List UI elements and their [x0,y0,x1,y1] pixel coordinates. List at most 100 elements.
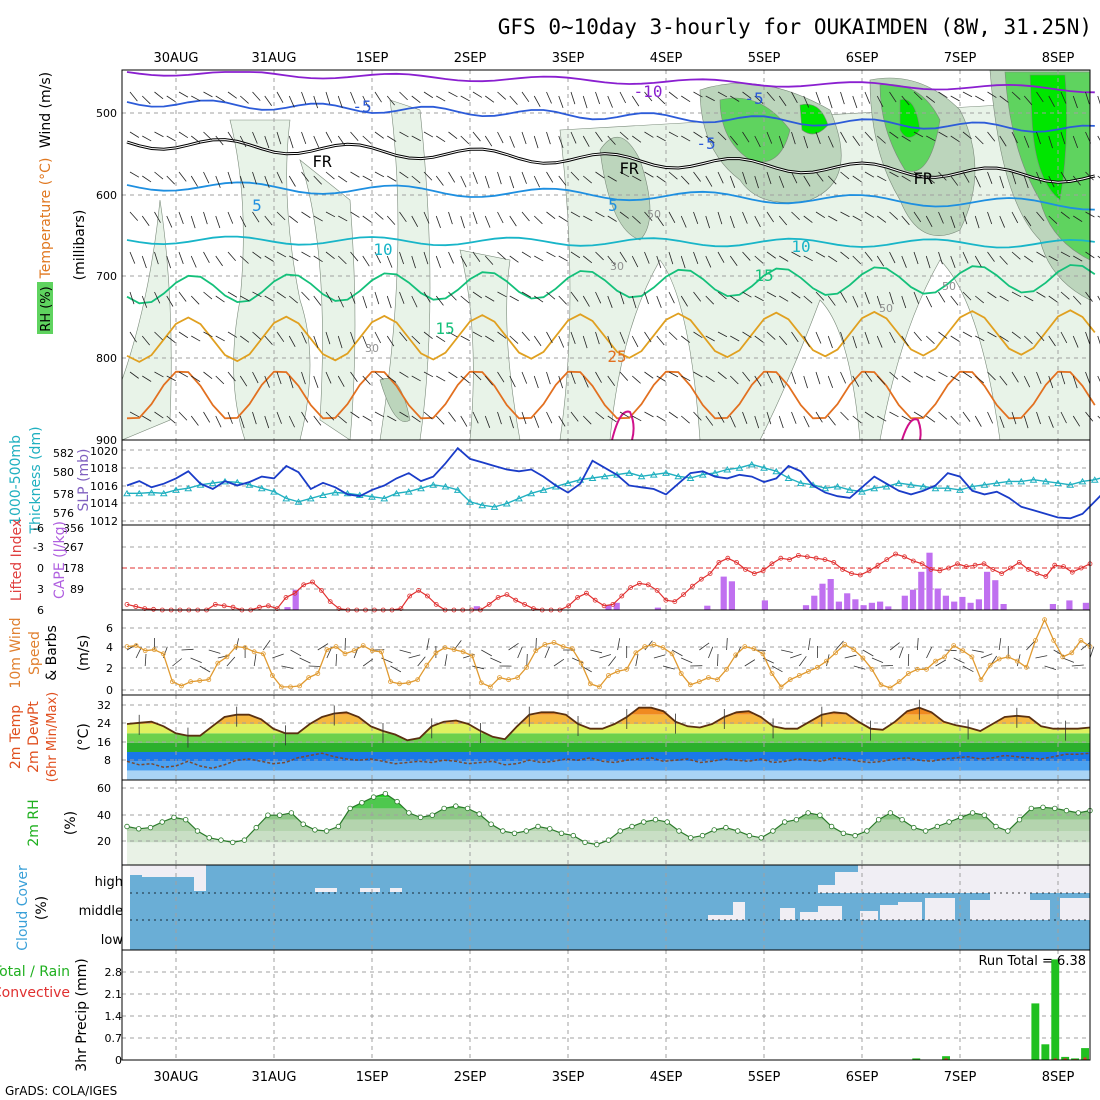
wind-speed-marker [242,645,248,650]
wind-barb [313,295,322,306]
rh-marker [453,803,459,809]
surface-wind-barb [453,640,462,651]
wind-speed-marker [351,648,357,654]
rh-marker [206,835,212,841]
wind-barb [227,291,238,298]
wind-barb [1036,291,1046,298]
wind-speed-marker [669,651,675,657]
wind-barb [166,95,176,103]
wind-barb [460,135,470,145]
wind-barb [840,331,845,345]
wind-barb [938,171,947,181]
wind-speed-marker [1051,638,1057,643]
wind-barb [374,251,381,264]
wind-barb [1048,175,1055,188]
surface-wind-barb [1071,664,1084,667]
wind-barb [276,411,282,424]
wind-barb [901,375,911,383]
wind-speed-marker [1069,650,1075,656]
cape-bar [1066,600,1073,610]
wind-barb [533,95,541,107]
wind-barb [435,175,444,186]
surface-wind-barb [135,647,142,659]
wind-barb [252,211,260,223]
temperature-contour [126,99,1095,133]
wind-barb [350,131,359,141]
rh-marker [359,800,365,806]
wind-barb [680,295,688,307]
wind-barb [950,135,960,143]
wind-barb [289,255,299,262]
thickness-marker [637,472,646,480]
wind-barb [778,335,788,346]
thickness-marker [208,479,217,487]
wind-barb [387,375,397,383]
wind-barb [705,375,715,383]
wind-barb [558,215,568,223]
wind-barb [840,291,847,303]
lifted-index-marker [230,604,236,610]
wind-barb [1060,171,1068,183]
wind-barb [485,295,495,302]
rh-marker [993,823,999,830]
cloud-mid-fill [925,898,955,920]
thickness-marker [845,486,854,493]
wind-barb [876,95,884,108]
wind-barb [950,175,959,186]
thickness-marker [931,484,940,492]
wind-speed-marker [978,677,984,683]
wind-barb [791,291,801,299]
wind-barb [301,331,307,344]
wind-barb [509,175,515,189]
wind-barb [227,411,233,424]
wind-barb [436,95,446,102]
lifted-index-marker [787,557,792,562]
wind-barb [448,331,458,338]
wind-barb [521,211,530,222]
wind-speed-marker [933,658,938,664]
wind-barb [558,375,564,389]
wind-barb [1085,291,1093,302]
surface-wind-barb [599,654,612,659]
wind-barb [631,375,641,384]
y-tick-label: 900 [96,434,117,447]
rh-marker [1005,828,1011,834]
wind-barb [926,135,936,142]
wind-barb [448,211,453,225]
wind-barb [129,171,140,178]
rh-marker [629,823,635,830]
lifted-index-marker [716,560,722,565]
wind-barb [1072,175,1081,186]
wind-speed-marker [615,669,620,674]
wind-barb [754,295,764,302]
wind-speed-marker [306,675,312,680]
thickness-marker [490,503,499,510]
precip-convective-bar [1063,1058,1067,1060]
y-tick-label: 2.8 [105,966,123,979]
wind-barb [448,291,457,301]
surface-wind-barb [844,654,857,659]
wind-barb [240,335,250,343]
wind-barb [203,131,212,141]
slp-thickness-panel: 582 580 578 576 1020 1018 1016 1014 1012 1000-500… [8,426,1100,535]
lifted-index-marker [619,593,625,599]
wind-barb [448,91,458,98]
wind-barb [178,331,189,339]
cape-bar [885,606,892,610]
wind-barb [325,91,331,105]
rh-marker [958,814,964,821]
wind-speed-marker [260,651,266,657]
wind-barb [1097,215,1100,218]
wind-barb [803,295,813,304]
wind-barb [631,295,637,309]
wind-barb [889,171,899,178]
lifted-index-marker [1069,569,1075,575]
wind-barb [852,135,861,146]
wind-barb [938,411,948,420]
wind-barb [1072,95,1078,109]
lifted-index-marker [212,602,218,607]
wind-barb [399,411,409,418]
lifted-index-marker [584,590,589,596]
thickness-marker [1029,476,1038,483]
surface-wind-barb [898,646,904,659]
